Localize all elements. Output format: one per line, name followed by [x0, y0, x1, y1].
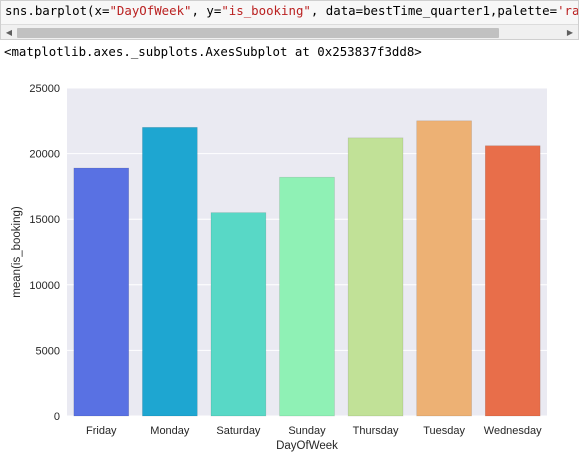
scroll-left-icon[interactable]: ◀: [5, 28, 13, 37]
code-cell[interactable]: sns.barplot(x="DayOfWeek", y="is_booking…: [0, 0, 579, 40]
horizontal-scrollbar[interactable]: ◀ ▶: [1, 24, 578, 39]
bar-wednesday: [484, 145, 541, 417]
code-palette-arg: 'rainbo: [557, 3, 579, 18]
x-tick-label: Friday: [86, 425, 117, 437]
code-mid1: , y=: [191, 3, 222, 18]
x-tick-labels: Friday Monday Saturday Sunday Thursday Tuesda…: [86, 425, 542, 437]
bar-chart: 0 5000 10000 15000 20000 25000 Friday Monday Sa…: [11, 83, 547, 452]
code-line: sns.barplot(x="DayOfWeek", y="is_booking…: [5, 3, 579, 19]
y-tick-label: 20000: [29, 149, 60, 161]
x-tick-label: Wednesday: [484, 425, 542, 437]
scroll-right-icon[interactable]: ▶: [566, 28, 574, 37]
code-y-arg: "is_booking": [221, 3, 311, 18]
y-tick-label: 10000: [29, 280, 60, 292]
x-tick-label: Tuesday: [423, 425, 465, 437]
code-mid2: , data=bestTime_quarter1,palette=: [310, 3, 558, 18]
y-tick-label: 25000: [29, 83, 60, 95]
x-tick-label: Sunday: [288, 425, 326, 437]
x-tick-label: Saturday: [216, 425, 261, 437]
x-tick-label: Thursday: [353, 425, 399, 437]
bars: [73, 120, 541, 417]
bar-thursday: [347, 137, 404, 417]
x-axis-label: DayOfWeek: [276, 440, 338, 452]
y-tick-label: 5000: [36, 345, 60, 357]
bar-saturday: [210, 212, 267, 417]
scroll-thumb[interactable]: [17, 28, 499, 38]
bar-tuesday: [416, 120, 472, 417]
y-tick-label: 15000: [29, 214, 60, 226]
code-prefix: sns.barplot(x=: [5, 3, 110, 18]
output-repr: <matplotlib.axes._subplots.AxesSubplot a…: [4, 44, 422, 59]
bar-friday: [73, 167, 130, 417]
y-tick-labels: 0 5000 10000 15000 20000 25000: [29, 83, 60, 423]
code-x-arg: "DayOfWeek": [109, 3, 192, 18]
bar-sunday: [279, 176, 335, 417]
y-axis-label: mean(is_booking): [11, 206, 23, 298]
x-tick-label: Monday: [150, 425, 190, 437]
bar-monday: [142, 127, 198, 417]
y-tick-label: 0: [54, 411, 60, 423]
